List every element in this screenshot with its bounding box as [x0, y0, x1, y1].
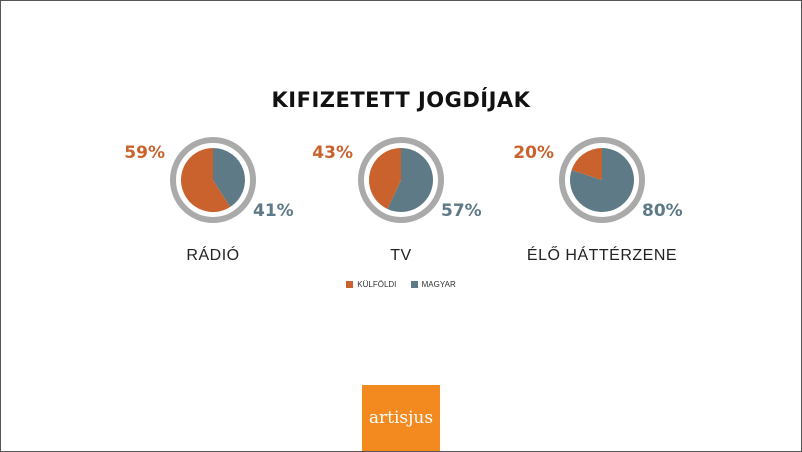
pie-svg — [559, 137, 645, 223]
pie-svg — [170, 137, 256, 223]
category-label: ÉLŐ HÁTTÉRZENE — [526, 247, 678, 264]
foreign-percent-label: 59% — [124, 143, 165, 163]
hungarian-percent-label: 80% — [642, 201, 683, 221]
legend-swatch-foreign — [346, 281, 354, 288]
legend-item-foreign: KÜLFÖLDI — [346, 280, 396, 289]
pie-ring — [358, 137, 444, 223]
pie-svg — [358, 137, 444, 223]
pie-ring — [170, 137, 256, 223]
logo-text: artisjus — [368, 408, 434, 428]
legend-label-foreign: KÜLFÖLDI — [357, 280, 397, 289]
chart-title: KIFIZETETT JOGDÍJAK — [271, 88, 531, 112]
pie-slice-hungarian — [213, 148, 245, 208]
pie-chart-live-background-music: 20% 80% ÉLŐ HÁTTÉRZENE — [512, 135, 692, 275]
pie-chart-radio: 59% 41% RÁDIÓ — [123, 135, 303, 275]
foreign-percent-label: 20% — [513, 143, 554, 163]
category-label: RÁDIÓ — [186, 247, 240, 264]
hungarian-percent-label: 57% — [441, 201, 482, 221]
legend: KÜLFÖLDI MAGYAR — [0, 280, 802, 290]
pie-slice-foreign — [571, 148, 602, 180]
legend-item-hungarian: MAGYAR — [410, 280, 456, 289]
pie-ring — [559, 137, 645, 223]
hungarian-percent-label: 41% — [253, 201, 294, 221]
pie-slice-foreign — [369, 148, 401, 209]
pie-slice-foreign — [181, 148, 231, 212]
legend-label-hungarian: MAGYAR — [421, 280, 456, 289]
pie-slice-hungarian — [387, 148, 433, 212]
category-label: TV — [390, 247, 412, 264]
legend-swatch-hungarian — [410, 281, 418, 288]
foreign-percent-label: 43% — [312, 143, 353, 163]
artisjus-logo: artisjus — [362, 385, 440, 451]
pie-chart-tv: 43% 57% TV — [311, 135, 491, 275]
